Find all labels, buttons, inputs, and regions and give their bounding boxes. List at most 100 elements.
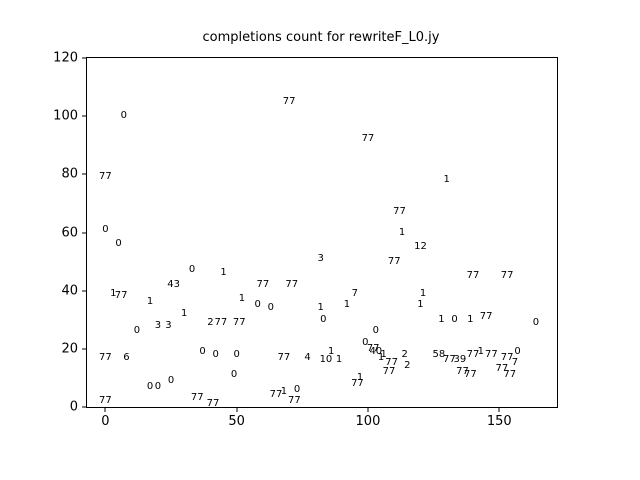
data-point-label: 77	[442, 354, 456, 366]
data-point-label: 6	[123, 351, 130, 363]
x-axis-tick-label: 0	[101, 414, 110, 429]
data-point-label: 0	[254, 299, 261, 311]
data-point-label: 77	[361, 133, 375, 145]
data-point-label: 77	[214, 316, 228, 328]
y-axis-tick-label: 100	[53, 108, 78, 124]
data-point-label: 77	[282, 95, 296, 107]
data-point-label: 1	[328, 345, 335, 357]
x-axis-tick	[104, 407, 106, 412]
data-point-label: 77	[393, 206, 406, 218]
data-point-label: 0	[372, 325, 379, 337]
data-point-label: 1	[146, 296, 154, 308]
data-point-label: 77	[351, 377, 364, 389]
data-point-label: 0	[115, 238, 122, 250]
data-point-label: 77	[466, 348, 480, 360]
data-point-label: 77	[463, 369, 477, 380]
y-axis-tick	[82, 57, 87, 59]
data-point-label: 3	[165, 319, 172, 331]
data-point-label: 0	[230, 369, 238, 380]
y-axis-tick	[82, 290, 87, 292]
y-axis-tick-label: 120	[53, 50, 78, 66]
data-point-label: 77	[366, 342, 380, 354]
data-point-label: 77	[99, 171, 112, 183]
x-axis-tick-label: 150	[486, 414, 512, 429]
x-axis-tick	[367, 407, 369, 412]
data-point-label: 77	[99, 395, 112, 407]
data-point-label: 0	[362, 337, 369, 349]
y-axis-tick-label: 60	[61, 225, 78, 240]
data-point-label: 58	[432, 348, 446, 360]
data-point-label: 43	[167, 278, 181, 290]
data-point-label: 1	[467, 313, 474, 325]
data-point-label: 0	[293, 383, 301, 395]
y-axis-tick-label: 20	[61, 341, 78, 357]
data-point-label: 1	[110, 287, 117, 299]
data-point-label: 0	[133, 325, 141, 337]
data-point-label: 1	[238, 293, 246, 305]
data-point-label: 0	[532, 316, 540, 328]
data-point-label: 1	[417, 299, 424, 311]
data-point-label: 7	[351, 287, 358, 299]
data-point-label: 1	[343, 299, 351, 311]
chart-title: completions count for rewriteF_L0.jy	[202, 30, 440, 45]
data-point-label: 77	[456, 366, 469, 378]
x-axis-tick-label: 50	[228, 414, 245, 429]
y-axis-tick-label: 40	[61, 283, 78, 299]
data-point-label: 2	[401, 348, 408, 360]
data-point-label: 1	[398, 226, 406, 238]
plot-area: 0 50 100 150 0 20 40 60 80 100 120 77 0 77 77 1 0 77 0 6 0…	[53, 52, 558, 428]
data-point-label: 7	[511, 357, 519, 369]
y-axis-tick-label: 80	[61, 166, 78, 182]
data-point-label: 77	[288, 395, 301, 407]
x-axis-tick-label: 100	[355, 414, 381, 429]
data-point-label: 0	[514, 345, 521, 357]
y-axis-tick	[82, 406, 87, 408]
data-point-label: 77	[277, 351, 291, 363]
y-axis-tick	[82, 232, 87, 233]
data-point-label: 77	[206, 398, 220, 410]
data-point-label: 1	[438, 313, 445, 325]
data-point-label: 1	[280, 386, 288, 398]
data-point-label: 0	[120, 110, 127, 122]
x-axis-tick	[236, 407, 238, 412]
data-point-label: 10	[319, 354, 333, 366]
data-point-label: 1	[356, 371, 364, 383]
data-point-label: 0	[188, 264, 196, 276]
data-point-label: 0	[233, 348, 240, 360]
data-point-label: 40	[369, 345, 383, 357]
data-point-label: 77	[385, 357, 398, 369]
y-axis-tick	[82, 115, 87, 117]
data-point-label: 77	[479, 310, 493, 322]
data-point-label: 1	[180, 307, 188, 319]
data-point-label: 77	[500, 351, 514, 363]
data-point-label: 2	[404, 360, 411, 372]
data-point-label: 12	[414, 241, 427, 253]
data-point-label: 1	[220, 267, 227, 279]
data-point-label: 39	[453, 354, 467, 366]
data-point-label: 77	[484, 348, 498, 360]
data-point-label: 1	[419, 287, 427, 299]
data-point-label: 4	[304, 351, 311, 363]
data-point-label: 1	[443, 174, 450, 186]
data-point-label: 1	[380, 348, 387, 360]
data-point-label: 77	[503, 369, 517, 380]
data-point-label: 1	[335, 354, 343, 366]
y-axis-tick	[82, 348, 87, 350]
data-point-label: 0	[320, 313, 327, 325]
x-axis-tick	[498, 407, 500, 412]
data-point-label: 3	[317, 252, 324, 264]
data-point-label: 0	[167, 374, 175, 386]
data-point-label: 0	[199, 345, 206, 357]
data-point-label: 0	[451, 313, 458, 325]
data-point-label: 77	[285, 278, 299, 290]
data-point-label: 77	[114, 290, 128, 302]
data-point-label: 0	[154, 380, 162, 392]
data-point-label: 77	[269, 389, 283, 401]
data-point-label: 77	[500, 270, 514, 282]
data-point-label: 1	[377, 351, 385, 363]
data-point-label: 0	[267, 302, 274, 314]
data-point-label: 77	[466, 270, 480, 282]
data-point-label: 77	[99, 351, 112, 363]
data-point-label: 1	[477, 345, 485, 357]
